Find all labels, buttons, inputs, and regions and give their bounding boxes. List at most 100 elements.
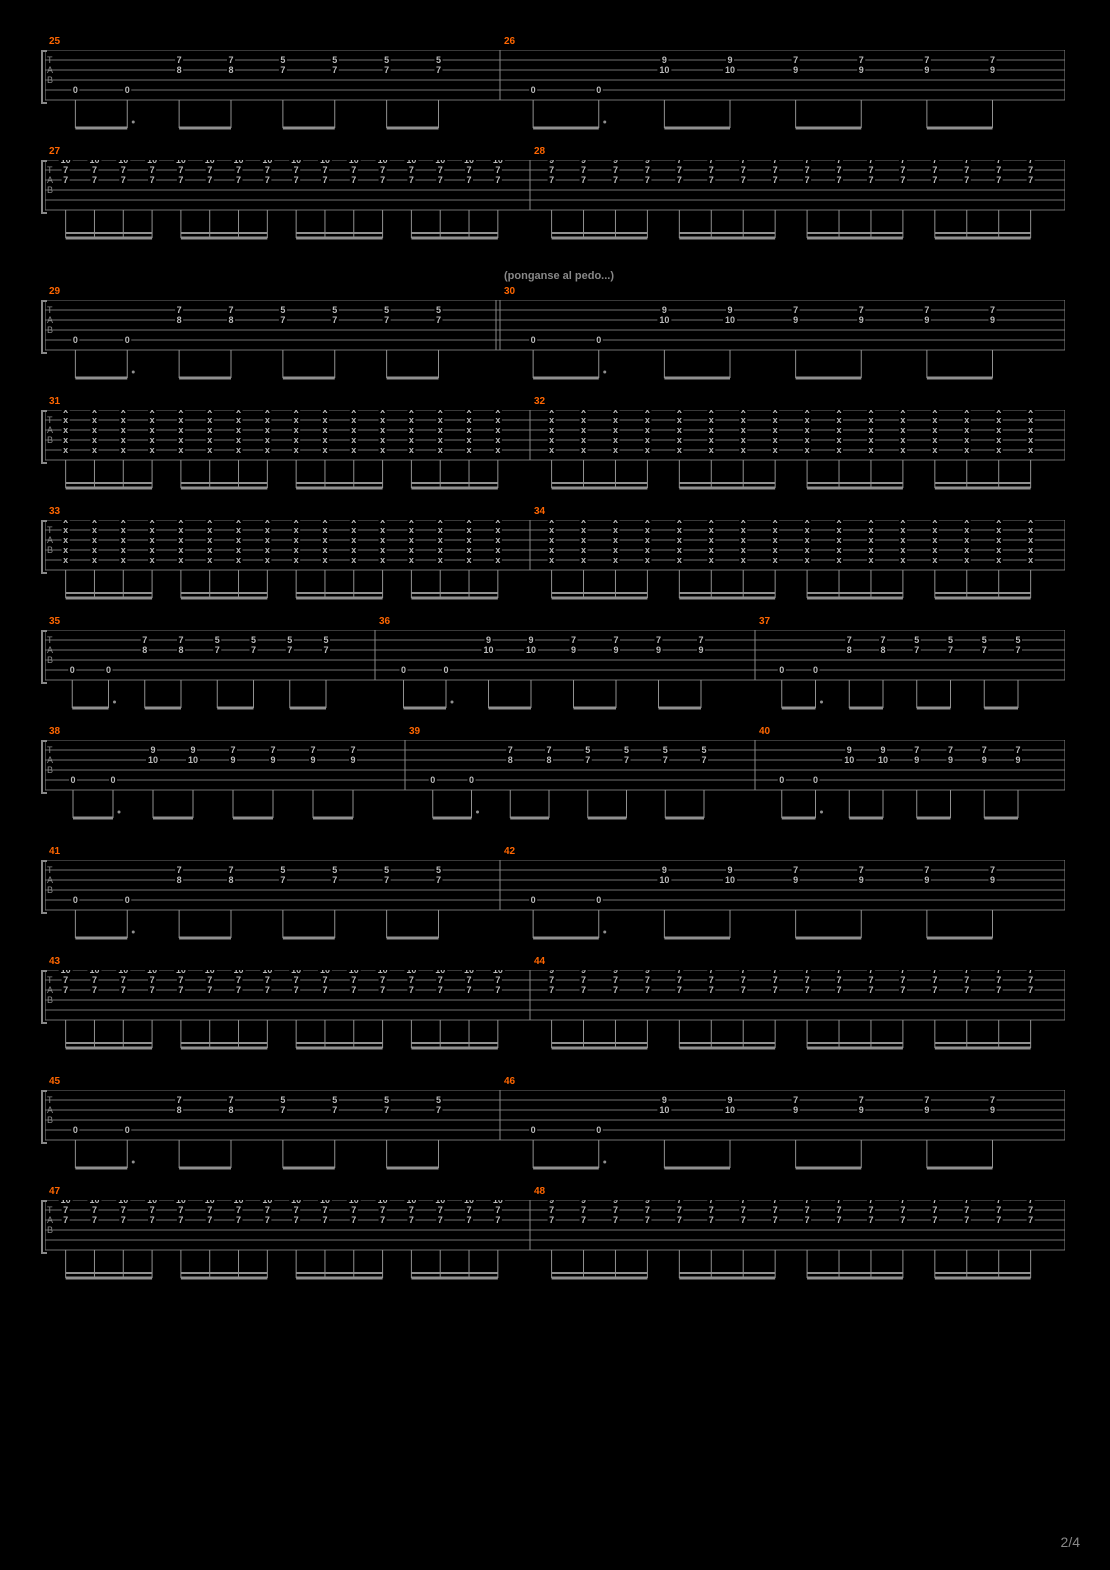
svg-text:7: 7 xyxy=(996,1205,1001,1215)
svg-text:x: x xyxy=(581,555,586,565)
svg-text:7: 7 xyxy=(380,975,385,985)
svg-text:x: x xyxy=(805,535,810,545)
tab-clef-letter: B xyxy=(47,996,53,1006)
svg-text:7: 7 xyxy=(1028,975,1033,985)
svg-text:7: 7 xyxy=(773,1205,778,1215)
svg-text:5: 5 xyxy=(1015,635,1020,645)
svg-text:x: x xyxy=(236,415,241,425)
svg-text:7: 7 xyxy=(914,745,919,755)
svg-text:x: x xyxy=(613,535,618,545)
svg-text:0: 0 xyxy=(125,1125,130,1135)
svg-text:x: x xyxy=(932,415,937,425)
svg-text:x: x xyxy=(900,555,905,565)
svg-text:5: 5 xyxy=(384,1095,389,1105)
svg-text:x: x xyxy=(964,535,969,545)
svg-text:5: 5 xyxy=(436,865,441,875)
svg-text:7: 7 xyxy=(265,1205,270,1215)
svg-text:x: x xyxy=(709,415,714,425)
svg-text:7: 7 xyxy=(142,635,147,645)
svg-text:0: 0 xyxy=(531,85,536,95)
svg-text:7: 7 xyxy=(805,165,810,175)
svg-text:7: 7 xyxy=(294,165,299,175)
svg-text:x: x xyxy=(438,415,443,425)
svg-text:5: 5 xyxy=(251,635,256,645)
staff-svg: 1077107710771077107710771077107710771077… xyxy=(45,160,1065,244)
svg-text:7: 7 xyxy=(150,985,155,995)
svg-text:x: x xyxy=(63,415,68,425)
svg-text:7: 7 xyxy=(332,875,337,885)
measure-number: 43 xyxy=(49,956,60,967)
measure-number: 44 xyxy=(534,956,545,967)
svg-text:x: x xyxy=(63,525,68,535)
svg-text:x: x xyxy=(805,555,810,565)
measure-number: 37 xyxy=(759,616,770,627)
svg-text:x: x xyxy=(549,415,554,425)
svg-text:7: 7 xyxy=(964,165,969,175)
svg-text:5: 5 xyxy=(332,305,337,315)
tab-clef-letter: B xyxy=(47,886,53,896)
svg-text:x: x xyxy=(322,415,327,425)
svg-text:x: x xyxy=(380,535,385,545)
svg-text:7: 7 xyxy=(990,865,995,875)
svg-text:7: 7 xyxy=(351,1205,356,1215)
svg-text:x: x xyxy=(964,545,969,555)
svg-text:7: 7 xyxy=(207,985,212,995)
svg-text:x: x xyxy=(613,525,618,535)
svg-text:x: x xyxy=(1028,555,1033,565)
svg-text:7: 7 xyxy=(436,1105,441,1115)
svg-text:x: x xyxy=(613,555,618,565)
svg-text:7: 7 xyxy=(964,1205,969,1215)
svg-text:7: 7 xyxy=(880,635,885,645)
svg-text:7: 7 xyxy=(581,175,586,185)
svg-text:x: x xyxy=(322,445,327,455)
svg-text:7: 7 xyxy=(207,975,212,985)
svg-text:10: 10 xyxy=(659,315,669,325)
svg-text:x: x xyxy=(207,415,212,425)
svg-text:5: 5 xyxy=(384,865,389,875)
svg-text:x: x xyxy=(92,545,97,555)
svg-text:7: 7 xyxy=(549,165,554,175)
svg-text:x: x xyxy=(932,545,937,555)
svg-text:x: x xyxy=(1028,525,1033,535)
svg-text:9: 9 xyxy=(990,315,995,325)
svg-text:7: 7 xyxy=(932,1215,937,1225)
svg-text:x: x xyxy=(741,415,746,425)
svg-text:9: 9 xyxy=(662,865,667,875)
svg-text:x: x xyxy=(773,415,778,425)
svg-text:0: 0 xyxy=(531,895,536,905)
svg-text:7: 7 xyxy=(900,985,905,995)
svg-text:x: x xyxy=(868,545,873,555)
svg-text:x: x xyxy=(150,525,155,535)
svg-text:9: 9 xyxy=(528,635,533,645)
svg-text:7: 7 xyxy=(322,975,327,985)
svg-text:x: x xyxy=(178,435,183,445)
svg-text:0: 0 xyxy=(813,775,818,785)
svg-text:0: 0 xyxy=(70,665,75,675)
svg-text:x: x xyxy=(236,545,241,555)
svg-text:x: x xyxy=(467,525,472,535)
svg-text:7: 7 xyxy=(677,1215,682,1225)
svg-text:7: 7 xyxy=(228,305,233,315)
svg-text:7: 7 xyxy=(1028,1215,1033,1225)
svg-text:7: 7 xyxy=(495,175,500,185)
svg-text:7: 7 xyxy=(265,985,270,995)
svg-text:x: x xyxy=(207,425,212,435)
svg-text:x: x xyxy=(207,445,212,455)
svg-text:x: x xyxy=(709,445,714,455)
svg-text:x: x xyxy=(549,545,554,555)
tab-staff: TABxxxxxxxxxxxxxxxxxxxxxxxxxxxxxxxxxxxxx… xyxy=(45,520,1065,604)
svg-text:x: x xyxy=(773,445,778,455)
svg-text:7: 7 xyxy=(677,175,682,185)
page-number: 2/4 xyxy=(1061,1534,1080,1550)
tab-staff: TAB0078785757575700910910797979794546 xyxy=(45,1090,1065,1174)
svg-text:7: 7 xyxy=(549,1215,554,1225)
svg-text:x: x xyxy=(467,555,472,565)
svg-text:9: 9 xyxy=(990,1105,995,1115)
tab-clef: TAB xyxy=(47,746,53,776)
svg-text:7: 7 xyxy=(384,315,389,325)
svg-text:7: 7 xyxy=(964,175,969,185)
svg-text:7: 7 xyxy=(207,1215,212,1225)
svg-text:7: 7 xyxy=(868,175,873,185)
svg-text:9: 9 xyxy=(793,65,798,75)
staff-svg: 007878575757570091091079797979 xyxy=(45,860,1065,944)
